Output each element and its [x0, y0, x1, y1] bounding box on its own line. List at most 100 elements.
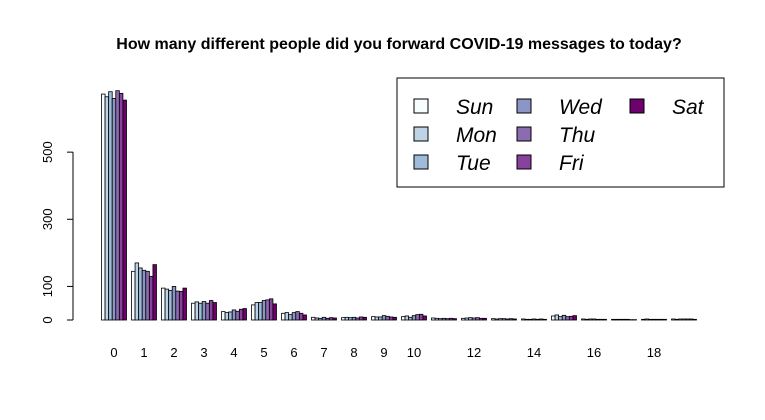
bar-thu-16: [595, 318, 600, 321]
bar-tue-5: [258, 302, 263, 321]
bar-sun-10: [401, 316, 406, 321]
bar-sat-2: [182, 287, 187, 321]
bar-fri-11: [448, 317, 454, 321]
bar-fri-12: [478, 317, 484, 321]
bar-thu-8: [355, 317, 360, 321]
bar-thu-5: [265, 299, 270, 321]
bar-mon-1: [134, 262, 140, 321]
bar-thu-4: [235, 310, 240, 321]
bar-thu-19: [685, 318, 690, 321]
x-tick-label: 7: [320, 345, 327, 360]
legend-label: Mon: [456, 124, 497, 147]
bar-thu-11: [445, 318, 450, 321]
bar-fri-9: [388, 316, 394, 321]
bar-sat-7: [332, 317, 337, 321]
bar-sun-8: [341, 317, 346, 321]
bar-wed-1: [141, 269, 147, 321]
legend-item-thu: Thu: [516, 124, 596, 147]
x-tick-label: 4: [230, 345, 237, 360]
bar-mon-14: [524, 318, 530, 321]
bar-thu-6: [295, 311, 300, 321]
bar-tue-4: [228, 311, 233, 321]
bar-sat-1: [152, 264, 157, 321]
y-tick-label: 0: [40, 316, 55, 323]
x-tick-label: 16: [587, 345, 601, 360]
bar-fri-1: [148, 275, 154, 321]
bar-fri-0: [118, 92, 124, 321]
x-tick-label: 12: [467, 345, 481, 360]
legend-swatch: [516, 126, 532, 142]
bar-mon-4: [224, 312, 230, 321]
bar-fri-18: [658, 318, 664, 321]
legend-item-sun: Sun: [413, 96, 493, 119]
x-tick-label: 0: [110, 345, 117, 360]
bar-tue-16: [588, 318, 593, 321]
bar-mon-9: [374, 316, 380, 321]
legend-label: Thu: [559, 124, 596, 147]
bar-sat-10: [422, 315, 427, 321]
y-tick-label: 100: [40, 276, 55, 298]
bar-tue-1: [138, 267, 143, 321]
bar-fri-16: [598, 318, 604, 321]
legend-item-tue: Tue: [413, 152, 491, 175]
bar-sat-13: [512, 318, 517, 321]
bar-wed-6: [291, 312, 297, 321]
bar-sun-6: [281, 312, 286, 321]
y-tick-label: 500: [40, 141, 55, 163]
legend-swatch: [413, 126, 429, 142]
bar-tue-11: [438, 318, 443, 321]
bar-wed-2: [171, 286, 177, 321]
bar-sun-1: [131, 270, 136, 321]
bar-sun-12: [461, 317, 466, 321]
bar-mon-18: [644, 318, 650, 321]
bar-mon-16: [584, 318, 590, 321]
bar-thu-14: [535, 318, 540, 321]
legend-swatch: [413, 154, 429, 170]
bar-tue-19: [678, 318, 683, 321]
bar-mon-15: [554, 314, 560, 321]
bar-sun-16: [581, 318, 586, 321]
bar-sat-14: [542, 318, 547, 321]
bar-wed-18: [651, 318, 657, 321]
bar-wed-16: [591, 318, 597, 321]
bar-thu-3: [205, 302, 210, 321]
bar-sun-9: [371, 316, 376, 321]
bar-sat-5: [272, 303, 277, 321]
bar-sun-13: [491, 318, 496, 321]
bar-sat-6: [302, 314, 307, 321]
bar-sun-5: [251, 304, 256, 321]
bar-tue-13: [498, 318, 503, 321]
bar-fri-4: [238, 308, 244, 321]
legend-swatch: [516, 98, 532, 114]
legend-label: Sat: [672, 96, 705, 119]
bar-sat-9: [392, 316, 397, 321]
legend-swatch: [413, 98, 429, 114]
bar-fri-15: [568, 315, 574, 321]
bar-wed-5: [261, 300, 267, 321]
x-tick-label: 5: [260, 345, 267, 360]
bar-mon-19: [674, 318, 680, 321]
bar-tue-18: [648, 318, 653, 321]
bar-tue-7: [318, 317, 323, 321]
bar-tue-10: [408, 316, 413, 321]
bar-mon-3: [194, 301, 200, 321]
bar-group: [101, 90, 697, 321]
x-tick-label: 10: [407, 345, 421, 360]
legend-swatch: [516, 154, 532, 170]
bar-thu-10: [415, 314, 420, 321]
bar-mon-12: [464, 317, 470, 321]
bar-tue-14: [528, 318, 533, 321]
legend-label: Tue: [456, 152, 491, 175]
bar-wed-8: [351, 316, 357, 321]
bar-wed-11: [441, 317, 447, 321]
bar-sat-3: [212, 302, 217, 321]
bar-fri-10: [418, 313, 424, 321]
bar-tue-2: [168, 290, 173, 321]
x-tick-label: 18: [647, 345, 661, 360]
bar-fri-13: [508, 318, 514, 321]
bar-wed-17: [621, 318, 627, 321]
legend-box: [396, 77, 725, 188]
bar-tue-17: [618, 318, 623, 321]
bar-sun-4: [221, 311, 226, 321]
